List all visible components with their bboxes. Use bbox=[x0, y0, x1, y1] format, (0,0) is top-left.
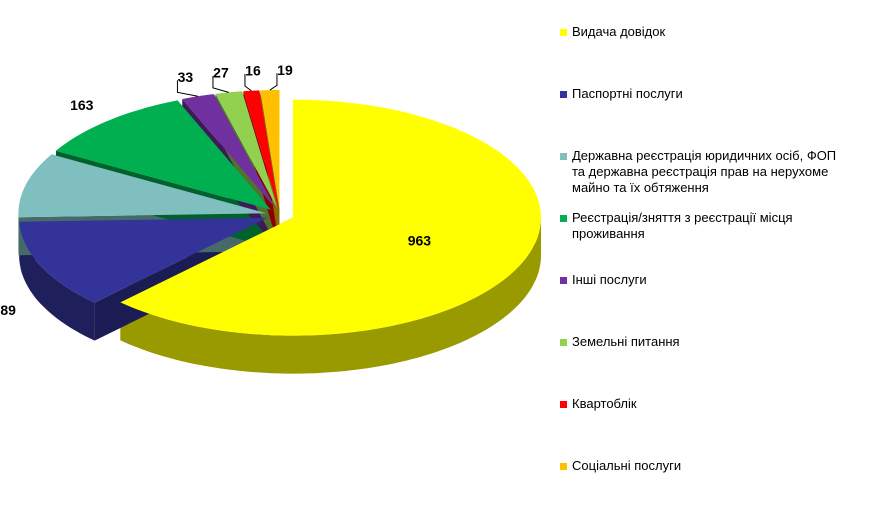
data-label: 16 bbox=[245, 63, 261, 79]
data-label: 189 bbox=[0, 302, 16, 318]
legend-item: Видача довідок bbox=[560, 24, 852, 40]
slice bbox=[18, 154, 267, 218]
slice bbox=[260, 90, 280, 209]
data-label: 27 bbox=[213, 65, 229, 81]
legend-item: Квартоблік bbox=[560, 396, 852, 412]
legend-swatch bbox=[560, 463, 567, 470]
legend-item: Соціальні послуги bbox=[560, 458, 852, 474]
data-label: 963 bbox=[408, 233, 432, 249]
slice-side bbox=[19, 221, 95, 341]
legend-label: Реєстрація/зняття з реєстрації місця про… bbox=[572, 210, 793, 241]
legend-item: Державна реєстрація юридичних осіб, ФОП … bbox=[560, 148, 852, 196]
legend-label: Земельні питання bbox=[572, 334, 680, 349]
legend-item: Земельні питання bbox=[560, 334, 852, 350]
legend-label: Квартоблік bbox=[572, 396, 637, 411]
legend-item: Реєстрація/зняття з реєстрації місця про… bbox=[560, 210, 852, 242]
leader-line bbox=[244, 73, 252, 92]
data-label: 163 bbox=[70, 97, 94, 113]
slice-side bbox=[120, 217, 542, 374]
legend-label: Державна реєстрація юридичних осіб, ФОП … bbox=[572, 148, 837, 195]
legend-label: Інші послуги bbox=[572, 272, 647, 287]
slice bbox=[182, 94, 276, 209]
data-label: 19 bbox=[277, 62, 293, 78]
leader-line bbox=[269, 73, 278, 91]
legend-item: Інші послуги bbox=[560, 272, 852, 288]
slice bbox=[120, 99, 542, 336]
pie-plot: 96318913716333271619 bbox=[0, 62, 542, 374]
leader-line bbox=[176, 80, 198, 97]
slice bbox=[243, 90, 279, 209]
legend: Видача довідок Паспортні послуги Державна … bbox=[560, 0, 880, 505]
data-label: 33 bbox=[178, 69, 194, 85]
legend-swatch bbox=[560, 339, 567, 346]
legend-item: Паспортні послуги bbox=[560, 86, 852, 102]
legend-swatch bbox=[560, 401, 567, 408]
leader-line bbox=[212, 75, 229, 93]
legend-label: Видача довідок bbox=[572, 24, 666, 39]
legend-label: Соціальні послуги bbox=[572, 458, 682, 473]
slice bbox=[55, 100, 271, 210]
legend-swatch bbox=[560, 91, 567, 98]
legend-swatch bbox=[560, 29, 567, 36]
slice bbox=[215, 91, 278, 209]
slice bbox=[19, 217, 268, 303]
legend-swatch bbox=[560, 215, 567, 222]
legend-swatch bbox=[560, 153, 567, 160]
legend-label: Паспортні послуги bbox=[572, 86, 683, 101]
legend-swatch bbox=[560, 277, 567, 284]
